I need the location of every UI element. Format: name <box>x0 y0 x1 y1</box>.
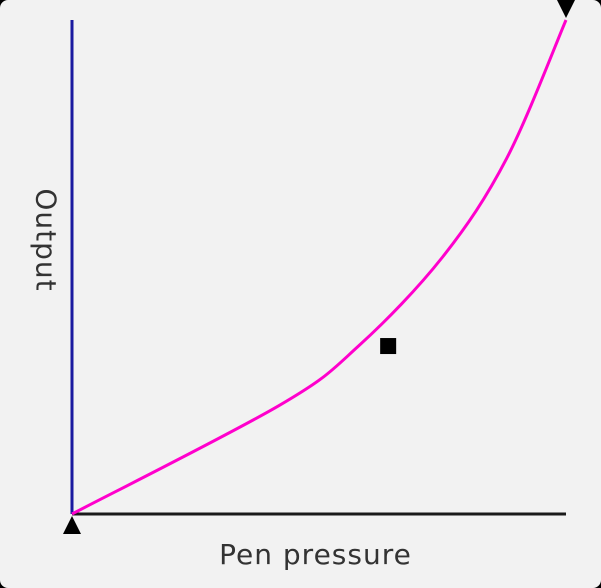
curve-control-point[interactable] <box>380 338 396 354</box>
pressure-curve-line <box>72 20 566 514</box>
y-axis-label: Output <box>30 188 63 291</box>
min-pressure-handle[interactable] <box>63 516 81 534</box>
max-output-handle[interactable] <box>557 0 575 18</box>
x-axis-label: Pen pressure <box>0 538 601 571</box>
